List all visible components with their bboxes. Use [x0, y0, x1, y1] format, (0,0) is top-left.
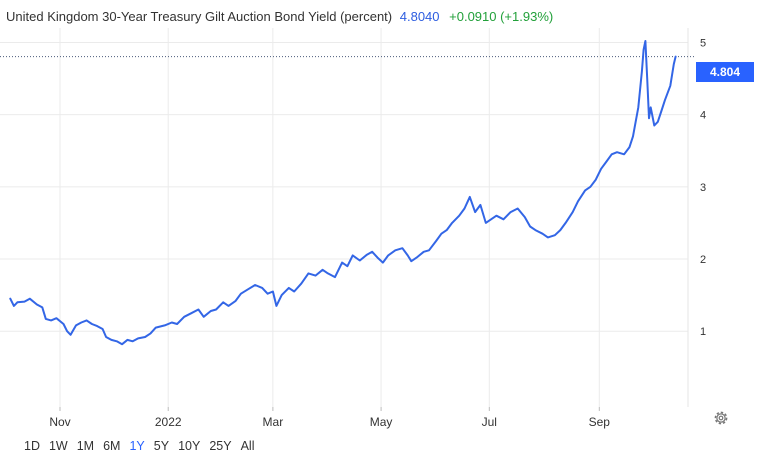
x-tick-label: Nov	[49, 415, 70, 429]
last-value: 4.8040	[399, 9, 440, 24]
x-tick-label: 2022	[155, 415, 182, 429]
range-button-10y[interactable]: 10Y	[178, 439, 201, 453]
range-button-1m[interactable]: 1M	[76, 439, 95, 453]
range-button-6m[interactable]: 6M	[103, 439, 121, 453]
current-price-tag: 4.804	[696, 62, 754, 82]
x-tick-label: May	[370, 415, 393, 429]
range-button-1w[interactable]: 1W	[48, 439, 68, 453]
y-tick-label: 2	[700, 254, 706, 266]
time-range-selector: 1D 1W 1M 6M 1Y 5Y 10Y 25Y All	[24, 439, 263, 453]
y-tick-label: 1	[700, 326, 706, 338]
range-button-25y[interactable]: 25Y	[209, 439, 232, 453]
change-value: +0.0910 (+1.93%)	[449, 9, 554, 24]
y-axis-ticks: 1 2 3 4 5	[700, 37, 706, 338]
x-tick-label: Jul	[482, 415, 497, 429]
y-tick-label: 3	[700, 182, 706, 194]
chart-title-row: United Kingdom 30-Year Treasury Gilt Auc…	[6, 9, 553, 24]
y-tick-label: 5	[700, 37, 706, 49]
range-button-all[interactable]: All	[240, 439, 255, 453]
grid	[0, 28, 688, 407]
chart-title: United Kingdom 30-Year Treasury Gilt Auc…	[6, 9, 393, 24]
y-tick-label: 4	[700, 110, 706, 122]
x-tick-label: Sep	[589, 415, 611, 429]
range-button-5y[interactable]: 5Y	[153, 439, 170, 453]
range-button-1d[interactable]: 1D	[24, 439, 40, 453]
series-line	[9, 40, 677, 346]
x-tick-label: Mar	[263, 415, 284, 429]
gear-icon[interactable]	[712, 409, 730, 427]
x-axis-ticks: Nov 2022 Mar May Jul Sep	[49, 407, 610, 429]
line-chart[interactable]: 1 2 3 4 5 Nov 2022 Mar May Jul Sep	[0, 0, 760, 432]
range-button-1y[interactable]: 1Y	[129, 439, 145, 453]
